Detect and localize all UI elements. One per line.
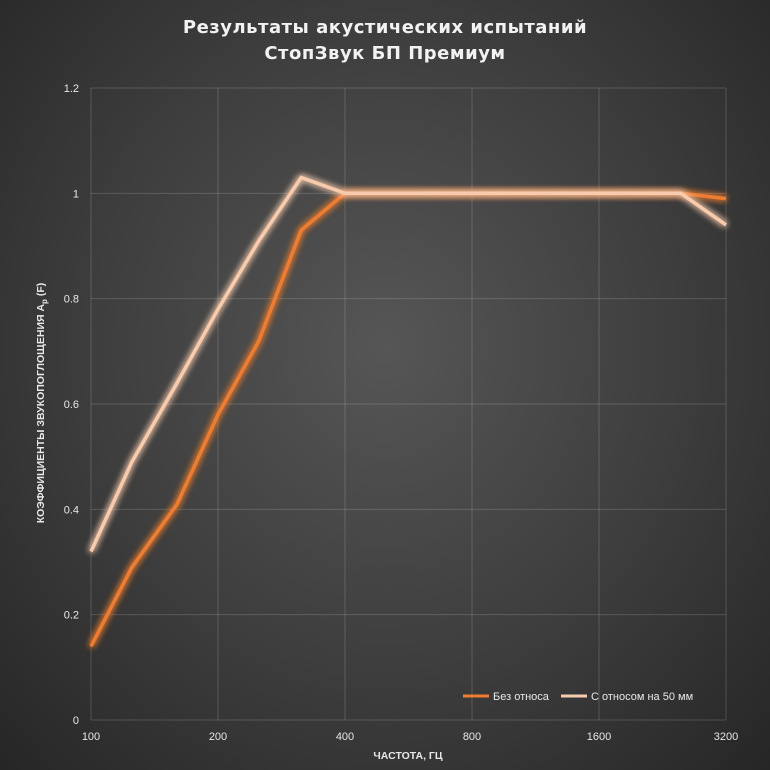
x-tick-label: 400 [336,731,354,743]
y-axis-title: КОЭФФИЦИЕНТЫ ЗВУКОПОГЛОЩЕНИЯ Ар (F) [35,283,49,524]
y-tick-label: 0 [73,715,79,727]
y-tick-label: 0.6 [64,399,79,411]
y-tick-label: 0.2 [64,610,79,622]
series-line-1 [89,175,728,553]
y-axis-title-main: КОЭФФИЦИЕНТЫ ЗВУКОПОГЛОЩЕНИЯ А [35,304,47,524]
chart-title-line-1: Результаты акустических испытаний [182,17,588,38]
x-tick-label: 200 [209,731,227,743]
y-axis-title-subscript: р [40,299,49,304]
series-line-0 [89,191,727,648]
legend: Без относа С относом на 50 мм [463,691,693,703]
legend-label-bez-otnosa: Без относа [493,691,550,703]
y-tick-label: 0.4 [64,504,79,516]
x-axis-title: ЧАСТОТА, ГЦ [373,750,442,762]
x-tick-label: 1600 [587,731,611,743]
x-tick-label: 3200 [714,731,738,743]
x-tick-label: 100 [82,731,100,743]
chart-title-line-2: СтопЗвук БП Премиум [264,43,506,64]
legend-label-s-otnosom: С относом на 50 мм [591,691,693,703]
y-tick-label: 1 [73,188,79,200]
y-tick-label: 0.8 [64,294,79,306]
y-axis-title-suffix: (F) [35,283,47,299]
x-tick-label: 800 [463,731,481,743]
y-tick-label: 1.2 [64,83,79,95]
